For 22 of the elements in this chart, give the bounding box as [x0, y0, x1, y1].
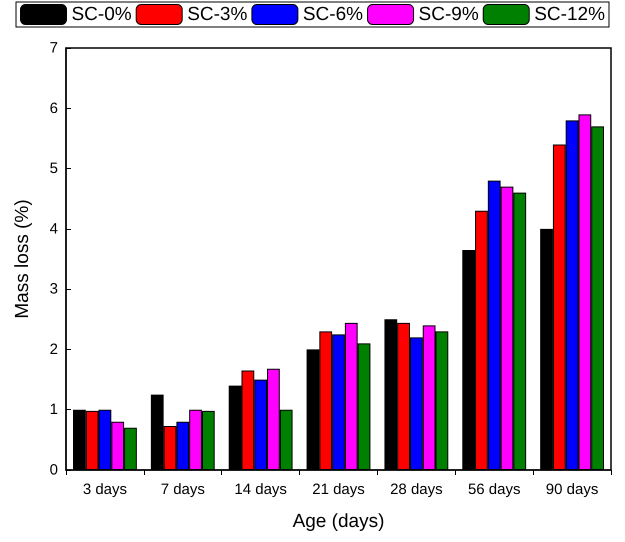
y-tick-label: 3 — [50, 280, 58, 298]
y-tick-label: 2 — [50, 340, 58, 358]
x-tick-label: 28 days — [390, 481, 443, 498]
y-axis-title: Mass loss (%) — [12, 199, 33, 319]
x-tick-label: 14 days — [234, 481, 287, 498]
x-tick-label: 56 days — [468, 481, 520, 498]
y-tick-label: 7 — [50, 40, 58, 56]
legend-label: SC-6% — [302, 4, 364, 25]
y-tick-label: 5 — [50, 160, 58, 178]
x-axis-title: Age (days) — [292, 511, 384, 532]
x-tick-label: 3 days — [82, 481, 128, 498]
y-tick-label: 4 — [50, 220, 58, 238]
legend-label: SC-12% — [534, 4, 606, 25]
y-tick-label: 6 — [50, 100, 58, 117]
legend-label: SC-9% — [418, 4, 479, 25]
y-tick-label: 0 — [50, 462, 58, 478]
legend-label: SC-0% — [72, 4, 132, 25]
x-tick-label: 90 days — [546, 481, 598, 498]
legend-label: SC-3% — [187, 4, 248, 25]
y-tick-label: 1 — [50, 401, 58, 418]
x-tick-label: 21 days — [312, 481, 365, 498]
x-tick-label: 7 days — [160, 481, 205, 498]
